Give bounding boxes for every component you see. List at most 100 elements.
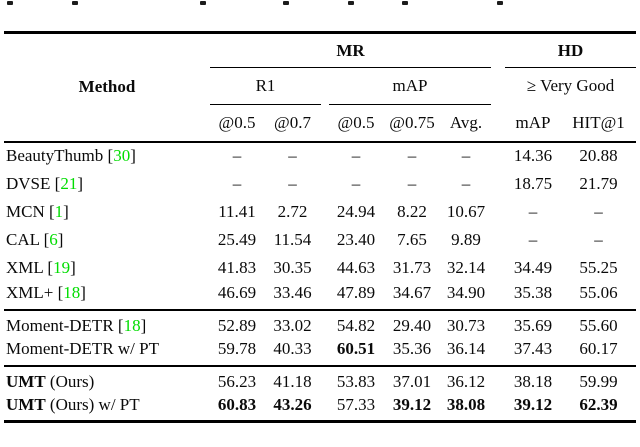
column-gap (321, 254, 329, 282)
value-cell: 35.38 (505, 281, 562, 311)
value-cell: – (288, 146, 297, 165)
value-cell: 43.26 (273, 395, 312, 415)
method-name-bold: UMT (6, 372, 46, 391)
value-cell: – (288, 173, 297, 193)
column-gap (321, 68, 329, 105)
value-cell: 35.36 (383, 337, 441, 367)
citation-link[interactable]: 1 (54, 201, 64, 221)
table-row: UMT (Ours) w/ PT 60.83 43.26 57.33 39.12 38.0… (4, 394, 636, 422)
method-name: Moment-DETR [18] (6, 316, 147, 335)
column-gap (491, 337, 506, 367)
value-cell: 39.12 (513, 395, 553, 415)
value-cell: – (461, 146, 471, 165)
method-name: DVSE [21] (6, 173, 83, 193)
value-cell: 36.14 (441, 337, 492, 367)
table-row: BeautyThumb [30] – – – – – 14.36 20.88 (4, 142, 636, 170)
glyph-fragment (348, 1, 354, 5)
citation-link[interactable]: 18 (123, 316, 141, 335)
column-gap (491, 33, 505, 68)
value-cell: – (407, 146, 417, 165)
column-gap (321, 310, 329, 338)
table-row: DVSE [21] – – – – – 18.75 21.79 (4, 170, 636, 198)
citation-link[interactable]: 30 (113, 146, 131, 165)
cropped-text-fragments (0, 0, 640, 8)
glyph-fragment (283, 1, 289, 5)
glyph-fragment (72, 1, 78, 5)
metric-header-map-avg: Avg. (441, 104, 492, 143)
value-cell: – (351, 146, 361, 165)
method-name: UMT (Ours) w/ PT (6, 395, 140, 415)
value-cell: 9.89 (451, 229, 481, 249)
value-cell: 60.17 (561, 337, 637, 367)
column-gap (321, 170, 329, 198)
value-cell: 2.72 (277, 201, 308, 221)
value-cell: 47.89 (329, 281, 383, 311)
value-cell: 38.08 (446, 395, 486, 415)
citation-link[interactable]: 19 (53, 257, 71, 277)
glyph-fragment (200, 1, 206, 5)
metric-header-hd-map: mAP (505, 104, 562, 143)
column-gap (491, 170, 505, 198)
value-cell: 29.40 (392, 316, 432, 335)
value-cell: – (528, 229, 538, 249)
table-row: Moment-DETR w/ PT 59.78 40.33 60.51 35.36 36.… (4, 337, 637, 367)
column-gap (321, 281, 329, 311)
column-gap (491, 104, 506, 143)
citation-link[interactable]: 21 (60, 173, 78, 193)
column-gap (321, 104, 329, 143)
value-cell: 24.94 (336, 201, 376, 221)
value-cell: 30.73 (446, 316, 486, 335)
metric-header-hd-hit1: HIT@1 (561, 104, 637, 143)
metric-header-map-at05: @0.5 (329, 104, 383, 143)
value-cell: – (232, 173, 242, 193)
method-name: BeautyThumb [30] (6, 146, 136, 165)
column-gap (321, 226, 329, 254)
value-cell: 59.78 (210, 337, 264, 367)
method-name: Moment-DETR w/ PT (4, 337, 210, 367)
method-name-bold: UMT (6, 395, 46, 415)
column-gap (491, 254, 505, 282)
column-gap (491, 281, 506, 311)
column-gap (491, 310, 505, 338)
value-cell: 53.83 (336, 372, 376, 391)
value-cell: 34.67 (383, 281, 441, 311)
value-cell: 8.22 (397, 201, 427, 221)
column-gap (321, 142, 329, 170)
method-name: UMT (Ours) (6, 372, 95, 391)
value-cell: 55.25 (579, 257, 618, 277)
column-gap (321, 394, 329, 422)
value-cell: 46.69 (210, 281, 264, 311)
method-name: MCN [1] (6, 201, 69, 221)
value-cell: 62.39 (579, 395, 618, 415)
column-gap (491, 142, 505, 170)
group-header-row: Method MR HD (4, 32, 637, 143)
value-cell: 31.73 (392, 257, 432, 277)
table-row: MCN [1] 11.41 2.72 24.94 8.22 10.67 – – (4, 198, 636, 226)
method-name: CAL [6] (6, 229, 64, 249)
value-cell: 21.79 (579, 173, 618, 193)
value-cell: 52.89 (217, 316, 257, 335)
column-gap (491, 68, 505, 105)
glyph-fragment (497, 1, 503, 5)
table-row: UMT (Ours) 56.23 41.18 53.83 37.01 36.12 38.18… (4, 366, 636, 394)
glyph-fragment (7, 1, 13, 5)
value-cell: 30.35 (273, 257, 312, 277)
subgroup-header-map: mAP (329, 67, 492, 105)
value-cell: 44.63 (336, 257, 376, 277)
column-gap (491, 366, 505, 394)
citation-link[interactable]: 6 (49, 229, 58, 249)
metric-header-r1-at07: @0.7 (264, 104, 321, 143)
value-cell: 36.12 (446, 372, 486, 391)
column-gap (491, 394, 505, 422)
value-cell: – (594, 229, 603, 249)
subgroup-header-r1: R1 (210, 67, 321, 105)
metric-header-r1-at05: @0.5 (210, 104, 264, 143)
value-cell: – (594, 201, 603, 221)
value-cell: 25.49 (217, 229, 257, 249)
value-cell: 40.33 (264, 337, 321, 367)
value-cell: 7.65 (397, 229, 427, 249)
value-cell: – (407, 173, 417, 193)
value-cell: 56.23 (217, 372, 257, 391)
citation-link[interactable]: 18 (63, 283, 81, 302)
metric-header-row: @0.5 @0.7 @0.5 @0.75 Avg. mAP HIT@1 (4, 104, 637, 143)
